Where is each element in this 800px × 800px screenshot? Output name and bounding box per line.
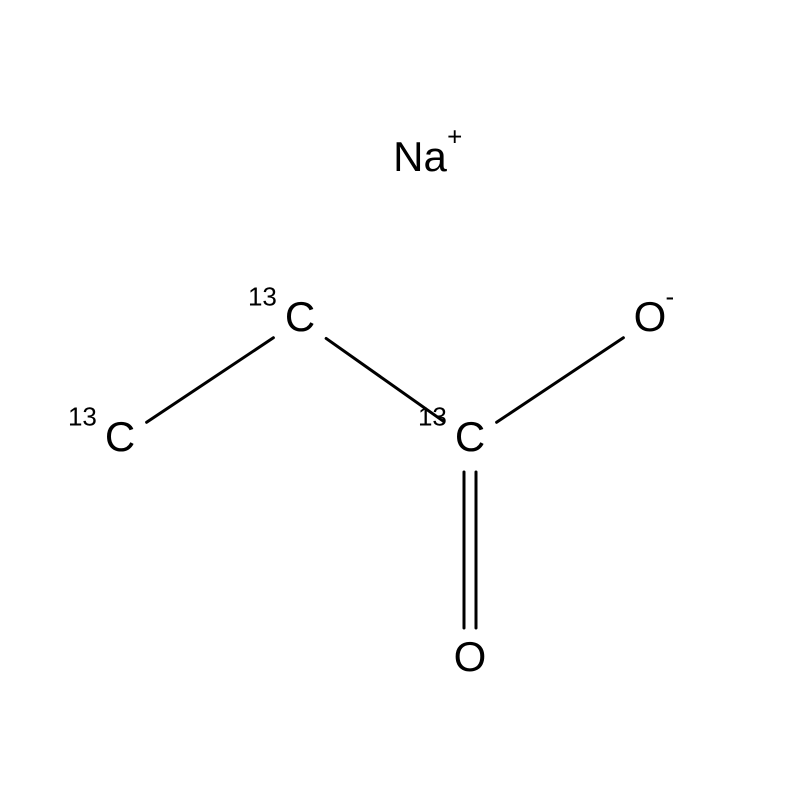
svg-text:C: C bbox=[455, 413, 485, 460]
isotope-label: 13 bbox=[418, 401, 447, 431]
svg-text:C: C bbox=[285, 293, 315, 340]
atom-label: Na+ bbox=[393, 121, 462, 180]
svg-text:C: C bbox=[105, 413, 135, 460]
bond-single bbox=[497, 338, 624, 422]
atom-label: C 13 bbox=[68, 401, 135, 460]
atom-label: C 13 bbox=[248, 281, 315, 340]
isotope-label: 13 bbox=[248, 281, 277, 311]
svg-text:O: O bbox=[634, 293, 667, 340]
atom-label: O- bbox=[634, 281, 675, 340]
atom-label: O bbox=[454, 633, 487, 680]
svg-text:Na: Na bbox=[393, 133, 447, 180]
atom-label: C 13 bbox=[418, 401, 485, 460]
charge-label: + bbox=[447, 121, 462, 151]
molecule-diagram: C13C13C13O-ONa+ bbox=[0, 0, 800, 800]
charge-label: - bbox=[666, 281, 675, 311]
isotope-label: 13 bbox=[68, 401, 97, 431]
svg-text:O: O bbox=[454, 633, 487, 680]
bond-single bbox=[147, 338, 274, 422]
